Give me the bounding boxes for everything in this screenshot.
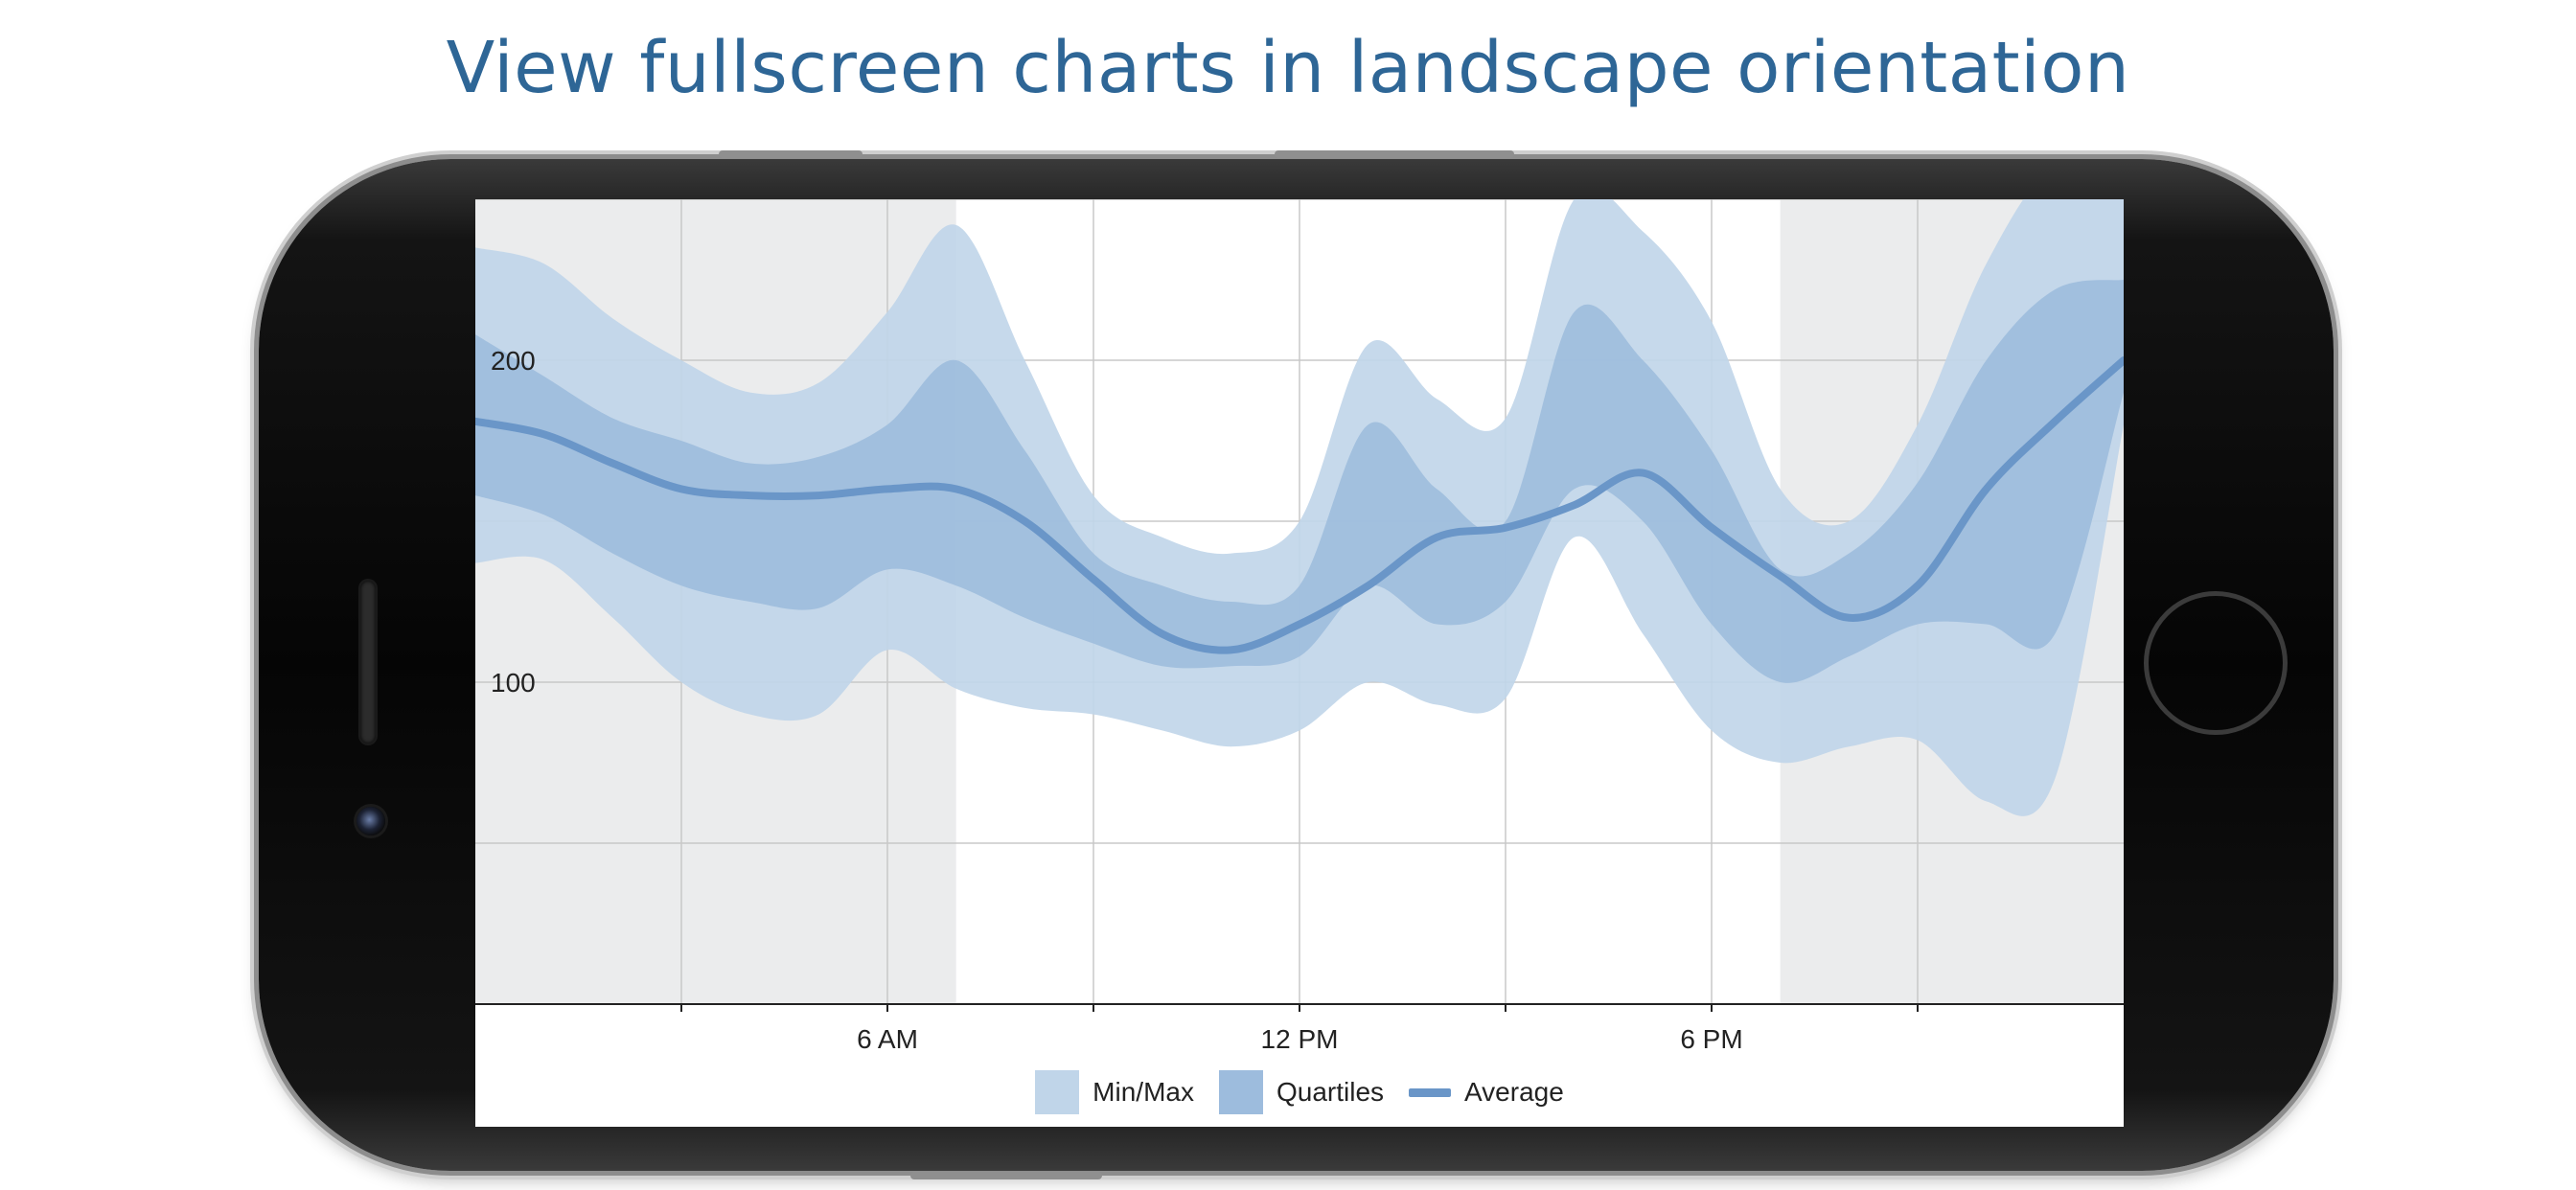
series-line-average (475, 356, 2124, 654)
legend-item-average[interactable]: Average (1409, 1077, 1564, 1108)
phone-side-button (719, 150, 862, 158)
legend-label-quartiles: Quartiles (1276, 1077, 1385, 1107)
legend-item-minmax[interactable]: Min/Max (1035, 1070, 1194, 1114)
x-tick-label: 12 PM (1261, 1024, 1339, 1054)
fullscreen-chart: 6 AM 12 PM 6 PM 100 200 (475, 199, 2124, 1054)
legend-item-quartiles[interactable]: Quartiles (1218, 1070, 1385, 1114)
x-tick-label: 6 AM (857, 1024, 918, 1054)
chart-tick-labels: 6 AM 12 PM 6 PM 100 200 (491, 346, 1743, 1054)
x-tick-label: 6 PM (1680, 1024, 1742, 1054)
phone-side-button (910, 1172, 1102, 1179)
page-headline: View fullscreen charts in landscape orie… (446, 27, 2130, 109)
legend-label-minmax: Min/Max (1092, 1077, 1194, 1107)
band-quartiles (475, 280, 2124, 683)
front-camera-icon (356, 807, 385, 835)
legend-swatch-quartiles (1218, 1070, 1263, 1114)
chart-legend: Min/Max Quartiles Average (475, 1066, 2124, 1118)
chart-axis (475, 1003, 2124, 1012)
chart-average-line (475, 356, 2124, 654)
band-min-max (475, 199, 2124, 816)
phone-side-button (1275, 150, 1514, 158)
home-button-icon[interactable] (2144, 591, 2288, 735)
speaker-grille-icon (360, 581, 376, 744)
chart-bands (475, 199, 2124, 816)
phone-screen: 6 AM 12 PM 6 PM 100 200 Min/Max Quartiles Av… (475, 199, 2124, 1127)
legend-label-average: Average (1464, 1077, 1564, 1107)
legend-swatch-minmax (1035, 1070, 1080, 1114)
y-tick-label: 100 (491, 668, 536, 698)
y-tick-label: 200 (491, 346, 536, 376)
legend-swatch-average (1409, 1087, 1452, 1097)
